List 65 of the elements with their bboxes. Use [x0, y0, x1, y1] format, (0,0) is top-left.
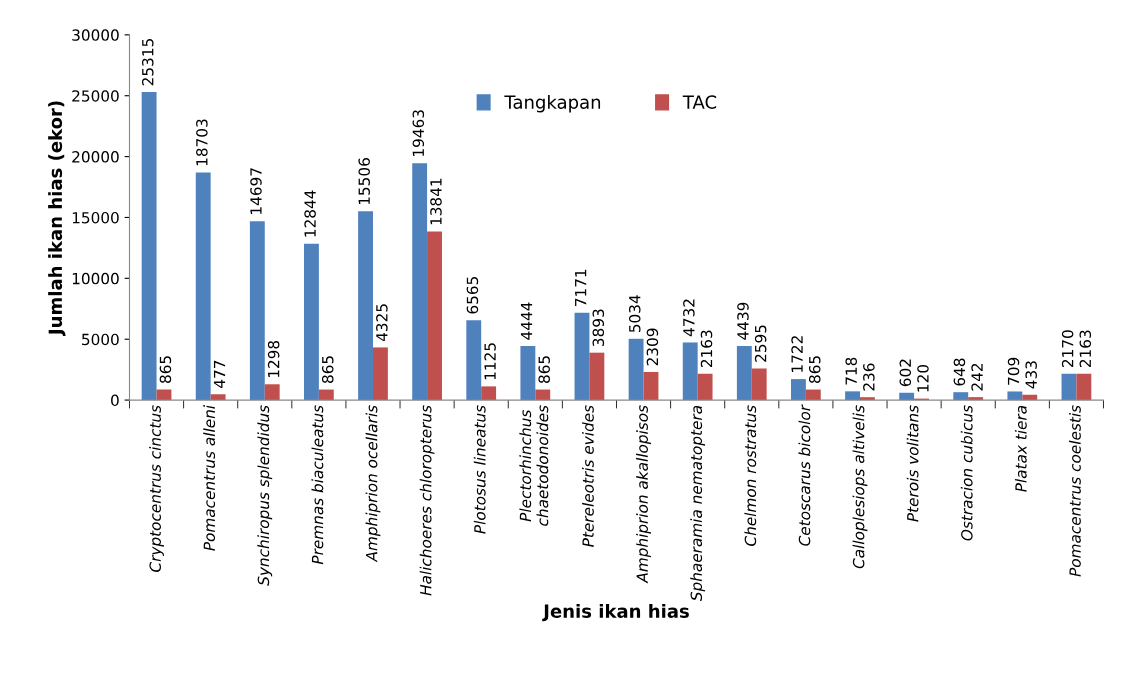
- data-label: 718: [845, 357, 857, 385]
- data-label: 236: [863, 363, 875, 391]
- data-label: 12844: [304, 190, 316, 237]
- y-tick-label: 25000: [72, 90, 119, 102]
- y-tick-label: 15000: [72, 211, 119, 224]
- data-label: 602: [899, 359, 912, 387]
- data-label: 242: [971, 363, 983, 391]
- data-label: 2170: [1061, 330, 1074, 367]
- data-label: 2309: [646, 328, 659, 366]
- data-label: 120: [917, 364, 929, 392]
- x-tick-label: Amphiprion akallopisos: [636, 405, 651, 584]
- data-label: 1125: [484, 343, 496, 380]
- x-tick-label: Halichoeres chloropterus: [419, 405, 435, 596]
- data-label: 648: [953, 358, 966, 386]
- data-label: 4439: [737, 302, 749, 340]
- data-label: 6565: [466, 277, 479, 314]
- x-tick-label: Chelmon rostratus: [744, 405, 757, 546]
- data-label: 865: [808, 356, 821, 383]
- data-label: 865: [159, 356, 172, 383]
- x-tick-label: Pomacentrus coelestis: [1069, 405, 1081, 577]
- x-tick-label: Premnas biaculeatus: [311, 405, 324, 565]
- data-label: 2163: [1079, 330, 1092, 368]
- data-label: 15506: [358, 158, 370, 205]
- data-label: 4325: [376, 304, 388, 342]
- x-tick-label: Cetoscarus bicolor: [798, 404, 811, 546]
- x-tick-label: Ptereleotris evides: [582, 405, 594, 547]
- legend-label: Tangkapan: [504, 94, 601, 113]
- data-label: 5034: [628, 295, 641, 333]
- x-tick-label: Pomacentrus alleni: [203, 405, 216, 551]
- data-label: 13841: [430, 178, 442, 225]
- data-label: 865: [538, 356, 550, 383]
- y-tick-label: 30000: [72, 29, 119, 41]
- x-tick-label: Ostracion cubicus: [960, 405, 973, 541]
- y-tick-label: 0: [111, 394, 119, 407]
- data-label: 19463: [412, 110, 425, 156]
- data-label: 1722: [791, 336, 803, 372]
- data-label: 477: [213, 360, 226, 388]
- x-tick-label: Plectorhinchus chaetodonoides: [519, 405, 549, 526]
- data-label: 709: [1007, 357, 1020, 385]
- x-tick-label: Platax tiera: [1014, 405, 1027, 492]
- data-label: 1298: [267, 340, 280, 378]
- data-label: 2163: [700, 330, 713, 368]
- data-label: 14697: [250, 168, 262, 214]
- x-tick-label: Amphiprion ocellaris: [365, 405, 381, 563]
- data-label: 2595: [754, 325, 767, 362]
- data-label: 7171: [575, 269, 587, 306]
- x-tick-label: Sphaeramia nematoptera: [690, 405, 706, 602]
- data-label: 18703: [196, 119, 208, 166]
- y-tick-label: 10000: [72, 272, 119, 285]
- data-label: 4444: [520, 302, 533, 340]
- data-label: 4732: [683, 299, 695, 337]
- data-label: 865: [321, 356, 334, 383]
- x-tick-label: Calloplesiops altivelis: [852, 405, 868, 569]
- data-label: 25315: [141, 39, 154, 86]
- y-axis-title: Jumlah ikan hias (ekor): [48, 101, 66, 337]
- x-tick-label: Plotosus lineatus: [473, 405, 486, 534]
- x-tick-label: Pterois volitans: [906, 405, 919, 522]
- y-tick-label: 5000: [82, 333, 119, 346]
- x-axis-title: Jenis ikan hias: [542, 603, 689, 622]
- legend-label: TAC: [682, 95, 717, 109]
- y-tick-label: 20000: [72, 151, 119, 163]
- data-label: 3893: [592, 309, 605, 346]
- data-label: 433: [1025, 361, 1037, 389]
- x-tick-label: Cryptocentrus cinctus: [149, 405, 164, 572]
- x-tick-label: Synchiropus splendidus: [257, 405, 273, 586]
